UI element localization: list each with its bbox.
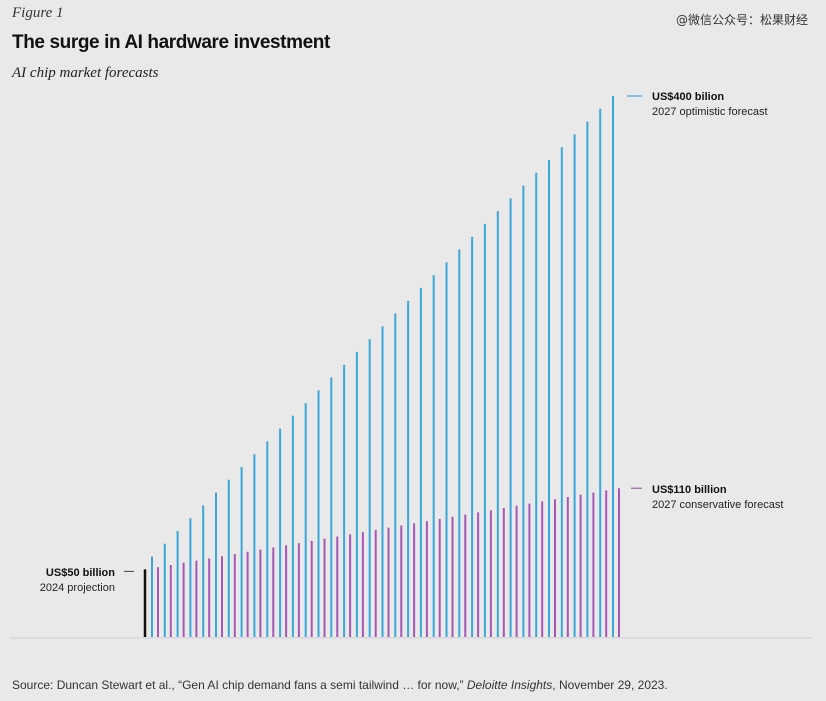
figure-label: Figure 1 bbox=[12, 5, 64, 21]
conservative-value-label: US$110 billion bbox=[652, 484, 727, 496]
conservative-desc-label: 2027 conservative forecast bbox=[652, 499, 783, 511]
base-value-label: US$50 billion bbox=[46, 567, 115, 579]
source-suffix: , November 29, 2023. bbox=[552, 678, 668, 692]
chart-title: The surge in AI hardware investment bbox=[12, 32, 330, 53]
source-publication: Deloitte Insights bbox=[466, 678, 553, 692]
source-prefix: Source: Duncan Stewart et al., “Gen AI c… bbox=[12, 678, 467, 692]
watermark: @微信公众号：松果财经 bbox=[675, 13, 808, 27]
optimistic-value-label: US$400 bilion bbox=[652, 91, 724, 103]
optimistic-desc-label: 2027 optimistic forecast bbox=[652, 106, 768, 118]
source-note: Source: Duncan Stewart et al., “Gen AI c… bbox=[12, 678, 668, 692]
base-desc-label: 2024 projection bbox=[40, 582, 115, 594]
chart-subtitle: AI chip market forecasts bbox=[12, 65, 159, 81]
bars-group bbox=[143, 96, 620, 637]
